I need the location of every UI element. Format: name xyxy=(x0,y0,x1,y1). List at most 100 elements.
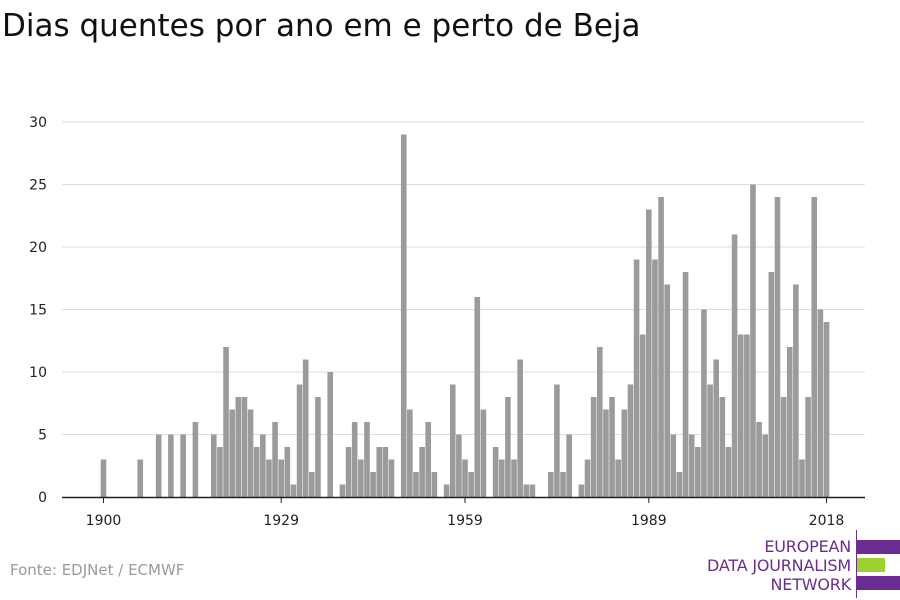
bar-1995 xyxy=(682,272,689,497)
source-note: Fonte: EDJNet / ECMWF xyxy=(10,561,185,579)
bar-2016 xyxy=(811,197,818,497)
bar-1988 xyxy=(639,334,646,497)
bar-2011 xyxy=(780,397,787,497)
bar-1983 xyxy=(609,397,615,497)
bar-1945 xyxy=(376,447,383,497)
bar-1957 xyxy=(449,384,456,497)
bar-1943 xyxy=(364,422,370,497)
bar-2003 xyxy=(731,234,738,497)
bar-1931 xyxy=(290,484,297,497)
bar-1925 xyxy=(253,447,260,497)
bar-1967 xyxy=(511,459,517,497)
logo-line-3: NETWORK xyxy=(770,575,852,594)
x-tick-label-2018: 2018 xyxy=(809,513,845,529)
bar-1961 xyxy=(474,297,481,497)
bar-1999 xyxy=(707,384,713,497)
y-tick-label-5: 5 xyxy=(38,428,47,444)
bar-2006 xyxy=(750,184,756,497)
bar-1960 xyxy=(468,472,474,497)
bar-1929 xyxy=(278,459,284,497)
bar-2005 xyxy=(744,334,750,497)
bar-1976 xyxy=(566,434,572,497)
bars xyxy=(100,134,830,497)
bar-1973 xyxy=(547,472,554,497)
bar-1932 xyxy=(296,384,303,497)
bar-2007 xyxy=(756,422,762,497)
bar-1993 xyxy=(670,434,677,497)
bar-1928 xyxy=(272,422,278,497)
bar-1949 xyxy=(400,134,407,497)
bar-1944 xyxy=(370,472,376,497)
bar-1947 xyxy=(388,459,395,497)
bar-1968 xyxy=(517,359,523,497)
bar-1989 xyxy=(646,209,652,497)
bar-1906 xyxy=(137,459,144,497)
bar-1975 xyxy=(560,472,566,497)
bar-2004 xyxy=(737,334,744,497)
bar-1937 xyxy=(327,372,334,497)
bar-1926 xyxy=(260,434,266,497)
bar-1919 xyxy=(217,447,223,497)
bar-2010 xyxy=(774,197,781,497)
bar-1986 xyxy=(627,384,634,497)
bar-1913 xyxy=(180,434,186,497)
bar-2017 xyxy=(817,309,824,497)
bar-1951 xyxy=(413,472,419,497)
logo-purple-bar-bottom xyxy=(857,576,900,590)
bar-1982 xyxy=(603,409,609,497)
y-tick-label-25: 25 xyxy=(29,178,47,194)
chart-title: Dias quentes por ano em e perto de Beja xyxy=(2,8,641,44)
x-tick-labels: 1900 1929 1959 1989 2018 xyxy=(86,498,845,529)
bar-1933 xyxy=(302,359,309,497)
bar-1980 xyxy=(590,397,597,497)
bar-1959 xyxy=(462,459,468,497)
logo-line-1: EUROPEAN xyxy=(764,537,851,556)
bar-1920 xyxy=(223,347,229,497)
bar-2009 xyxy=(768,272,775,497)
bar-2000 xyxy=(713,359,720,497)
bar-1997 xyxy=(695,447,701,497)
bar-1940 xyxy=(345,447,352,497)
bar-1953 xyxy=(425,422,432,497)
bar-1923 xyxy=(241,397,248,497)
logo-purple-bar-top xyxy=(857,540,900,554)
bar-1990 xyxy=(652,259,658,497)
x-tick-label-1929: 1929 xyxy=(263,513,299,529)
bar-2018 xyxy=(823,322,830,497)
bar-1958 xyxy=(456,434,462,497)
logo-line-2: DATA JOURNALISM xyxy=(707,556,851,575)
bar-1922 xyxy=(235,397,242,497)
bar-2008 xyxy=(762,434,769,497)
bar-1946 xyxy=(382,447,389,497)
bar-1985 xyxy=(621,409,628,497)
bar-1941 xyxy=(351,422,358,497)
logo-green-bar xyxy=(857,558,885,572)
bar-1966 xyxy=(505,397,511,497)
bar-1924 xyxy=(247,409,254,497)
bar-1954 xyxy=(431,472,438,497)
bar-1935 xyxy=(315,397,321,497)
bar-1909 xyxy=(155,434,162,497)
y-tick-label-30: 30 xyxy=(29,115,47,131)
bar-2002 xyxy=(725,447,732,497)
y-tick-label-20: 20 xyxy=(29,240,47,256)
bar-1979 xyxy=(584,459,591,497)
bar-1998 xyxy=(701,309,707,497)
bar-1952 xyxy=(419,447,425,497)
bar-1956 xyxy=(443,484,450,497)
bar-1927 xyxy=(266,459,272,497)
bar-2001 xyxy=(719,397,726,497)
x-tick-label-1900: 1900 xyxy=(86,513,122,529)
bar-1981 xyxy=(596,347,603,497)
bar-1934 xyxy=(309,472,315,497)
bar-1970 xyxy=(529,484,536,497)
y-tick-labels: 0 5 10 15 20 25 30 xyxy=(29,115,47,506)
bar-1991 xyxy=(658,197,664,497)
bar-2014 xyxy=(799,459,805,497)
y-tick-label-10: 10 xyxy=(29,365,47,381)
bar-1996 xyxy=(688,434,695,497)
bar-1911 xyxy=(168,434,174,497)
logo-divider xyxy=(856,530,857,598)
bar-1965 xyxy=(498,459,505,497)
